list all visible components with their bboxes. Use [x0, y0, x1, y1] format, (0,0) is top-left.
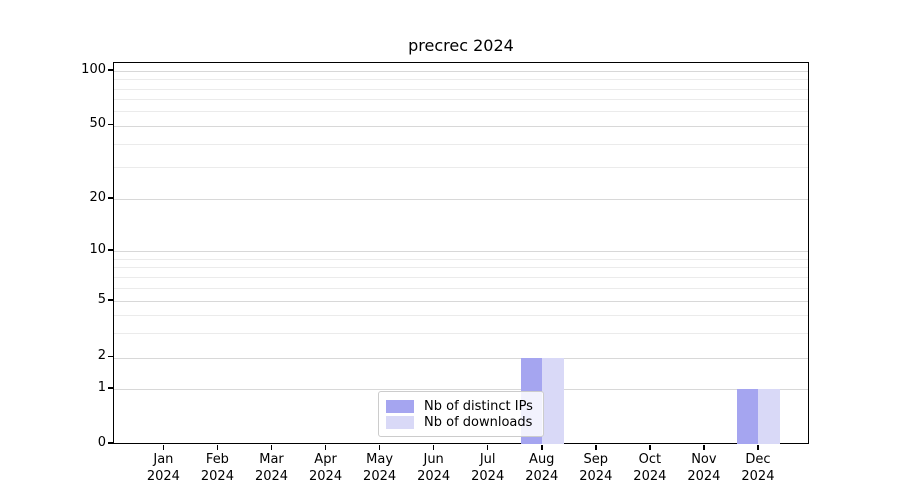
x-tick-mark [378, 444, 381, 450]
y-tick-mark [107, 123, 113, 126]
legend-item-distinct-ips: Nb of distinct IPs [386, 398, 535, 414]
x-tick-label: Sep 2024 [579, 452, 613, 484]
y-gridline-major [114, 199, 808, 200]
y-tick-mark [107, 442, 113, 444]
x-tick-mark [270, 444, 273, 450]
x-tick-mark [432, 444, 435, 450]
y-gridline-major [114, 389, 808, 391]
x-tick-label: May 2024 [363, 452, 397, 484]
x-tick-label: Jan 2024 [146, 452, 180, 484]
x-tick-mark [486, 444, 489, 450]
x-tick-label: Dec 2024 [741, 452, 775, 484]
y-tick-mark [107, 299, 113, 301]
y-gridline-minor [114, 79, 808, 81]
x-tick-label: Aug 2024 [525, 452, 559, 484]
x-tick-label: Jul 2024 [471, 452, 505, 484]
y-tick-mark [107, 355, 113, 358]
y-tick-mark [107, 69, 113, 71]
x-tick-label: Apr 2024 [309, 452, 343, 484]
legend-swatch-downloads [386, 415, 414, 429]
x-tick-mark [595, 444, 597, 450]
y-gridline-major [114, 71, 808, 72]
legend-item-downloads: Nb of downloads [386, 414, 535, 430]
x-tick-mark [216, 444, 219, 450]
y-gridline-minor [114, 314, 808, 316]
y-gridline-minor [114, 166, 808, 168]
y-tick-label: 2 [97, 348, 106, 364]
plot-area [113, 62, 809, 445]
legend-label-downloads: Nb of downloads [424, 414, 533, 430]
y-gridline-minor [114, 267, 808, 269]
y-tick-mark [107, 249, 113, 251]
y-gridline-minor [114, 99, 808, 101]
bar-dec-nb-of-distinct-ips [736, 389, 759, 445]
x-tick-label: Oct 2024 [633, 452, 667, 484]
x-tick-label: Mar 2024 [254, 452, 289, 484]
y-gridline-minor [114, 111, 808, 113]
legend: Nb of distinct IPs Nb of downloads [378, 391, 544, 437]
y-gridline-minor [114, 332, 808, 334]
y-gridline-major [114, 357, 808, 359]
y-gridline-major [114, 251, 808, 252]
x-tick-mark [757, 444, 759, 450]
bar-aug-nb-of-downloads [542, 357, 564, 445]
y-gridline-minor [114, 287, 808, 289]
y-gridline-minor [114, 258, 808, 260]
legend-swatch-distinct-ips [386, 399, 414, 413]
y-gridline-minor [114, 88, 808, 90]
y-tick-label: 0 [97, 434, 106, 450]
x-tick-label: Nov 2024 [687, 452, 721, 484]
chart-title: precrec 2024 [408, 36, 514, 55]
y-tick-label: 20 [89, 189, 106, 205]
y-tick-label: 50 [89, 116, 106, 132]
y-tick-mark [107, 197, 113, 199]
x-tick-mark [540, 444, 543, 450]
x-tick-mark [703, 444, 705, 450]
bar-dec-nb-of-downloads [758, 389, 781, 445]
x-tick-mark [162, 444, 165, 450]
legend-label-distinct-ips: Nb of distinct IPs [424, 398, 533, 414]
x-tick-mark [324, 444, 327, 450]
x-tick-label: Feb 2024 [200, 452, 234, 484]
y-tick-label: 100 [81, 61, 106, 77]
x-tick-mark [649, 444, 651, 450]
y-gridline-minor [114, 143, 808, 145]
y-tick-label: 1 [97, 379, 106, 395]
y-gridline-major [114, 125, 808, 127]
y-gridline-major [114, 301, 808, 302]
y-gridline-minor [114, 276, 808, 278]
x-tick-label: Jun 2024 [417, 452, 451, 484]
y-tick-mark [107, 387, 113, 389]
y-tick-label: 10 [89, 241, 106, 257]
y-tick-label: 5 [97, 291, 106, 307]
